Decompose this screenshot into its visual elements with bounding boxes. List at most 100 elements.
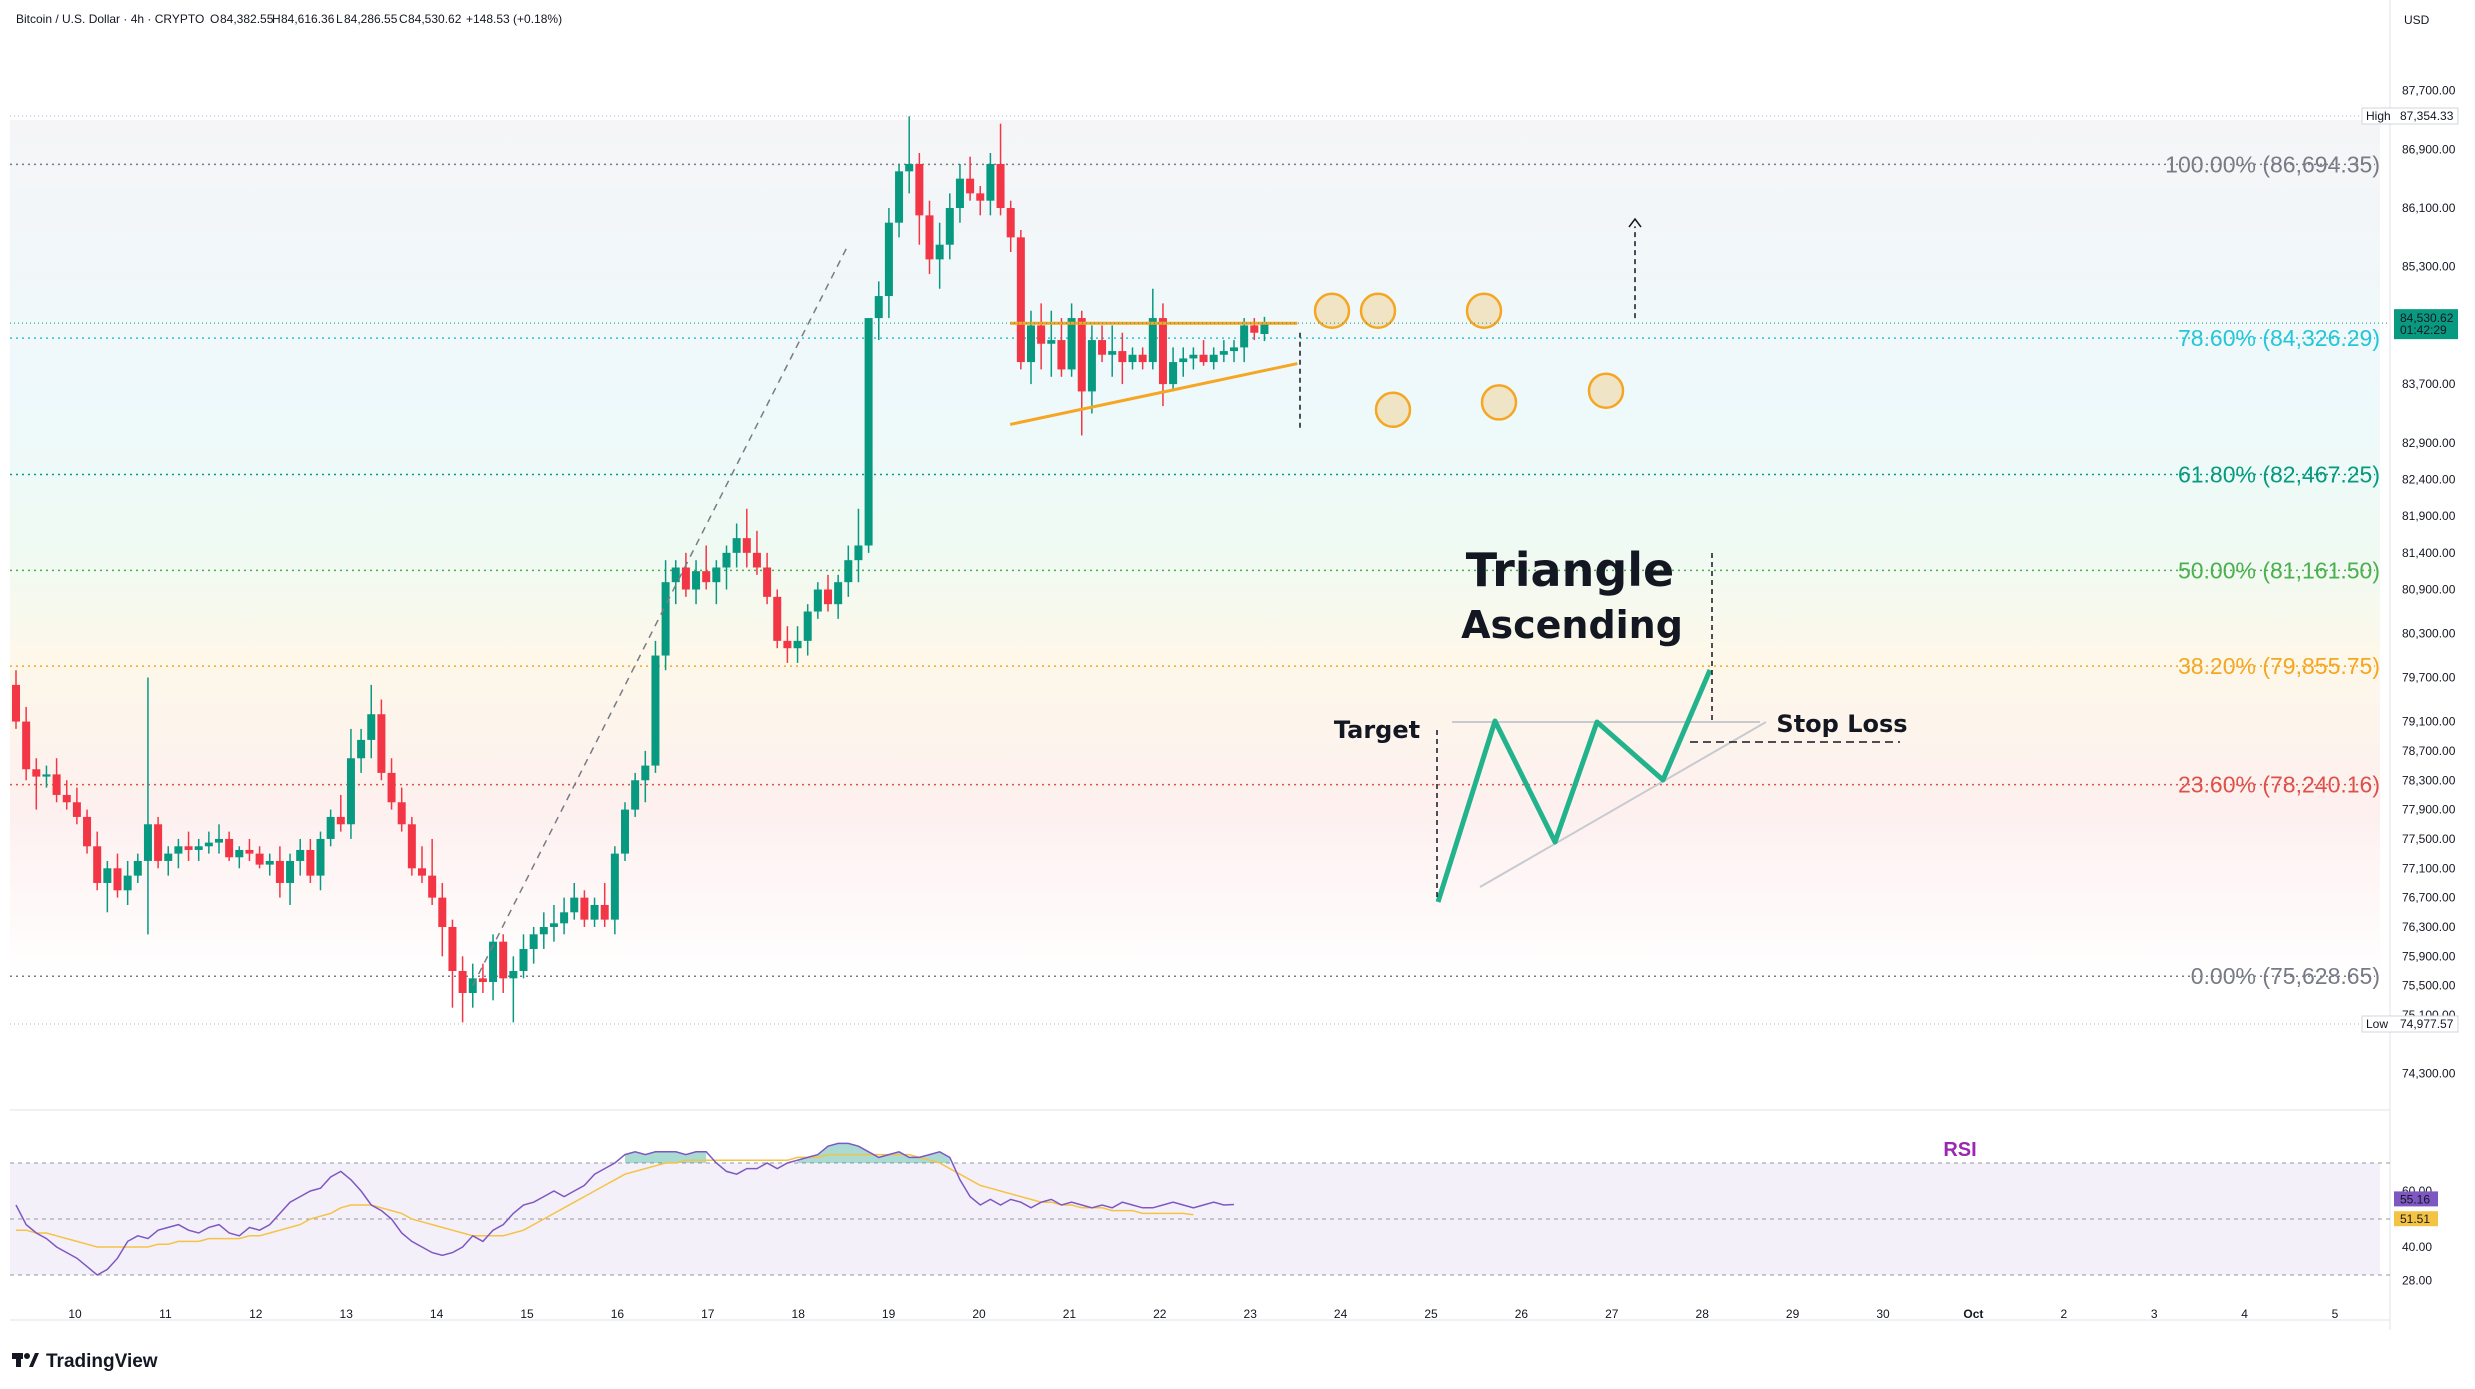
- tradingview-logo[interactable]: TradingView: [12, 1351, 158, 1372]
- candle-body: [580, 897, 589, 920]
- date-tick: 11: [159, 1307, 172, 1321]
- price-tick: 76,300.00: [2402, 920, 2456, 934]
- candle-body: [194, 846, 203, 850]
- candle-body: [1169, 362, 1178, 385]
- candle-body: [367, 714, 376, 740]
- candle-body: [468, 978, 477, 994]
- candle-body: [590, 904, 599, 920]
- candle-body: [83, 816, 92, 847]
- candle-body: [1057, 340, 1066, 370]
- currency-label[interactable]: USD: [2404, 13, 2430, 27]
- fib-label: 50.00% (81,161.50): [2178, 557, 2380, 583]
- rsi-line: [15, 1142, 1235, 1276]
- candle-body: [1240, 325, 1249, 348]
- candle-body: [1148, 318, 1157, 363]
- date-tick: 25: [1424, 1307, 1438, 1321]
- pattern-path: [1435, 669, 1713, 903]
- candle-body: [915, 164, 924, 216]
- candle-body: [407, 824, 416, 869]
- fib-label: 23.60% (78,240.16): [2178, 772, 2380, 798]
- date-tick: 3: [2151, 1307, 2158, 1321]
- price-tick: 82,900.00: [2402, 436, 2456, 450]
- date-tick: 20: [972, 1307, 986, 1321]
- high-tag-label: High: [2366, 109, 2391, 123]
- candle-body: [824, 589, 832, 605]
- candle-body: [651, 655, 660, 766]
- candle-body: [72, 802, 81, 817]
- candle-body: [123, 875, 132, 891]
- price-tick: 79,700.00: [2402, 671, 2456, 685]
- price-tick: 83,700.00: [2402, 377, 2456, 391]
- price-tick: 86,100.00: [2402, 201, 2456, 215]
- date-tick: 26: [1515, 1307, 1529, 1321]
- candle-body: [1260, 323, 1269, 335]
- candle-body: [174, 846, 183, 854]
- candle-body: [854, 545, 863, 561]
- candle-body: [641, 765, 650, 781]
- high-tag-value: 87,354.33: [2400, 109, 2454, 123]
- last-price-value: 84,530.62: [2400, 311, 2454, 325]
- candle-body: [438, 897, 447, 927]
- date-tick: 12: [249, 1307, 263, 1321]
- candle-body: [793, 640, 802, 649]
- date-tick: 23: [1244, 1307, 1258, 1321]
- candle-body: [133, 860, 142, 876]
- rsi-tick: 40.00: [2402, 1240, 2432, 1254]
- date-tick: 21: [1063, 1307, 1077, 1321]
- candle-body: [692, 571, 701, 590]
- fib-label: 78.60% (84,326.29): [2178, 325, 2380, 351]
- candle-body: [1199, 354, 1208, 363]
- date-tick: 5: [2332, 1307, 2339, 1321]
- pattern-title: Triangle: [1466, 543, 1674, 597]
- candle-body: [722, 552, 731, 568]
- rsi-overbought-fill: [625, 1151, 707, 1163]
- candle-body: [1138, 354, 1147, 363]
- ohlc-open: 84,382.55: [220, 12, 274, 26]
- candle-body: [600, 904, 609, 920]
- date-tick: 18: [792, 1307, 806, 1321]
- price-tick: 79,100.00: [2402, 715, 2456, 729]
- price-tick: 87,700.00: [2402, 84, 2456, 98]
- price-tick: 77,100.00: [2402, 861, 2456, 875]
- fibonacci-levels: 100.00% (86,694.35) 78.60% (84,326.29) 61.…: [10, 115, 2380, 1025]
- candle-body: [681, 567, 690, 590]
- candle-body: [895, 171, 904, 223]
- date-tick: 2: [2060, 1307, 2067, 1321]
- last-price-box: [2394, 309, 2458, 340]
- candle-body: [1118, 351, 1127, 363]
- candle-body: [1108, 351, 1117, 355]
- date-tick: 13: [340, 1307, 354, 1321]
- candle-body: [418, 868, 426, 876]
- rsi-tick: 28.00: [2402, 1274, 2432, 1288]
- ohlc-low-label: L: [336, 12, 343, 26]
- ohlc-low: 84,286.55: [344, 12, 398, 26]
- candle-body: [1250, 325, 1259, 333]
- candle-body: [1230, 347, 1238, 352]
- candle-body: [478, 978, 487, 983]
- candle-body: [661, 582, 670, 656]
- candle-body: [813, 589, 822, 612]
- candle-body: [52, 774, 61, 795]
- fib-label: 100.00% (86,694.35): [2165, 151, 2380, 177]
- candle-body: [1189, 354, 1198, 359]
- fib-background: [10, 120, 2380, 980]
- high-tag-box: [2361, 107, 2459, 125]
- candle-body: [742, 538, 751, 553]
- date-tick: 19: [882, 1307, 896, 1321]
- candle-body: [275, 860, 284, 883]
- price-tick: 82,400.00: [2402, 472, 2456, 486]
- triangle-overlay: [472, 217, 1900, 987]
- candle-body: [316, 838, 325, 876]
- candle-body: [509, 971, 518, 979]
- ohlc-open-label: O: [210, 12, 219, 26]
- price-tick: 78,700.00: [2402, 744, 2456, 758]
- candle-body: [184, 846, 193, 850]
- candle-body: [215, 838, 223, 843]
- candle-body: [560, 912, 569, 924]
- candle-body: [93, 846, 102, 883]
- candle-body: [489, 941, 498, 983]
- candle-body: [610, 853, 619, 920]
- target-arrow-head: [1628, 217, 1642, 228]
- fib-label: 38.20% (79,855.75): [2178, 653, 2380, 679]
